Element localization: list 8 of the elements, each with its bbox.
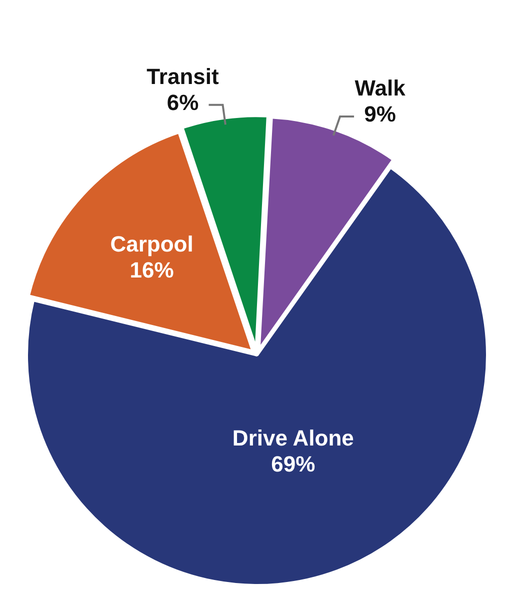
slice-label: Carpool — [110, 231, 194, 256]
data-label: 9% — [364, 102, 396, 127]
slice-label: Transit — [146, 64, 220, 89]
slice-label: Walk — [354, 76, 406, 101]
data-label: 6% — [166, 90, 199, 115]
data-label: 16% — [130, 257, 174, 282]
data-label: 69% — [271, 451, 316, 476]
slice-label: Drive Alone — [232, 425, 354, 450]
